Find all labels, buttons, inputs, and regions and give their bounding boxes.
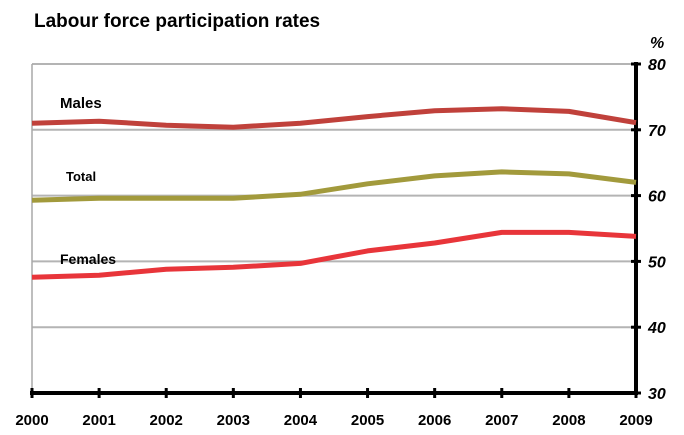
x-axis-ticks: 2000 2001 2002 2003 2004 2005 2006 2007 2008 2009: [15, 388, 653, 429]
series-line-females: [31, 229, 637, 280]
x-tick-label-2009: 2009: [619, 412, 652, 429]
x-tick-label-2008: 2008: [552, 412, 585, 429]
x-tick-label-2007: 2007: [485, 412, 518, 429]
chart-title: Labour force participation rates: [34, 11, 320, 32]
y-axis-unit-label: %: [650, 35, 664, 52]
y-tick-label-80: 80: [648, 57, 666, 74]
series-lines: [31, 106, 637, 280]
series-label-males: Males: [60, 95, 102, 112]
x-tick-label-2006: 2006: [418, 412, 451, 429]
x-tick-label-2000: 2000: [15, 412, 48, 429]
y-tick-label-50: 50: [648, 254, 666, 271]
series-label-total: Total: [66, 169, 96, 184]
series-line-males: [31, 106, 637, 130]
x-tick-label-2003: 2003: [217, 412, 250, 429]
y-tick-label-60: 60: [648, 189, 666, 206]
x-tick-label-2002: 2002: [150, 412, 183, 429]
x-tick-label-2001: 2001: [82, 412, 115, 429]
y-axis-ticks: 30 40 50 60 70 80: [631, 57, 666, 403]
y-tick-label-70: 70: [648, 123, 666, 140]
gridlines: [32, 63, 636, 329]
series-line-total: [31, 169, 637, 203]
x-tick-label-2004: 2004: [284, 412, 318, 429]
y-tick-label-30: 30: [648, 386, 666, 403]
series-labels: Males Total Females: [60, 95, 116, 267]
series-label-females: Females: [60, 251, 116, 267]
axes: [30, 62, 638, 395]
x-tick-label-2005: 2005: [351, 412, 384, 429]
y-tick-label-40: 40: [647, 320, 666, 337]
